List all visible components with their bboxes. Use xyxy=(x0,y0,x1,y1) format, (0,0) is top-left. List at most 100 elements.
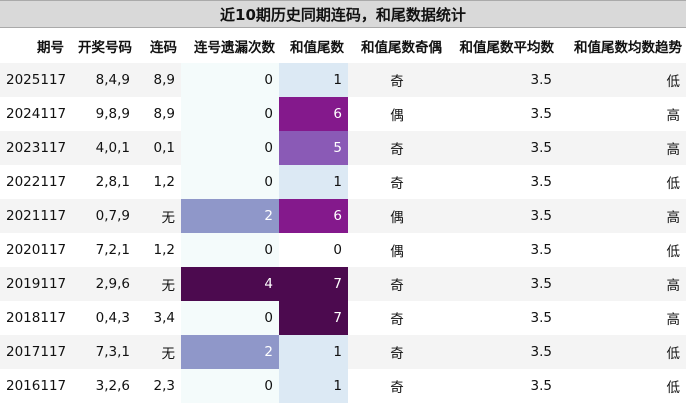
cell-consecutive: 8,9 xyxy=(136,63,181,97)
cell-consecutive: 无 xyxy=(136,335,181,369)
cell-trend: 低 xyxy=(558,369,686,403)
cell-miss: 2 xyxy=(181,335,279,369)
table-row: 2017117 7,3,1 无 2 1 奇 3.5 低 xyxy=(0,335,686,369)
cell-tail: 1 xyxy=(279,165,348,199)
cell-numbers: 0,4,3 xyxy=(68,301,136,335)
cell-trend: 低 xyxy=(558,335,686,369)
cell-parity: 奇 xyxy=(348,63,446,97)
header-trend: 和值尾数均数趋势 xyxy=(558,28,686,63)
cell-numbers: 9,8,9 xyxy=(68,97,136,131)
cell-trend: 高 xyxy=(558,199,686,233)
cell-avg: 3.5 xyxy=(446,233,558,267)
cell-tail: 1 xyxy=(279,63,348,97)
cell-tail: 1 xyxy=(279,335,348,369)
header-parity: 和值尾数奇偶 xyxy=(348,28,446,63)
cell-period: 2022117 xyxy=(0,165,68,199)
cell-numbers: 8,4,9 xyxy=(68,63,136,97)
header-consecutive: 连码 xyxy=(136,28,181,63)
cell-period: 2020117 xyxy=(0,233,68,267)
cell-consecutive: 1,2 xyxy=(136,165,181,199)
table-row: 2022117 2,8,1 1,2 0 1 奇 3.5 低 xyxy=(0,165,686,199)
cell-parity: 偶 xyxy=(348,97,446,131)
stats-table: 期号 开奖号码 连码 连号遗漏次数 和值尾数 和值尾数奇偶 和值尾数平均数 和值… xyxy=(0,28,686,403)
header-row: 期号 开奖号码 连码 连号遗漏次数 和值尾数 和值尾数奇偶 和值尾数平均数 和值… xyxy=(0,28,686,63)
cell-period: 2019117 xyxy=(0,267,68,301)
table-title: 近10期历史同期连码，和尾数据统计 xyxy=(0,0,686,28)
cell-consecutive: 8,9 xyxy=(136,97,181,131)
table-row: 2025117 8,4,9 8,9 0 1 奇 3.5 低 xyxy=(0,63,686,97)
cell-parity: 奇 xyxy=(348,369,446,403)
cell-avg: 3.5 xyxy=(446,335,558,369)
cell-avg: 3.5 xyxy=(446,97,558,131)
table-row: 2019117 2,9,6 无 4 7 奇 3.5 高 xyxy=(0,267,686,301)
cell-tail: 0 xyxy=(279,233,348,267)
cell-trend: 高 xyxy=(558,97,686,131)
cell-consecutive: 无 xyxy=(136,267,181,301)
cell-tail: 6 xyxy=(279,199,348,233)
cell-trend: 高 xyxy=(558,301,686,335)
header-tail: 和值尾数 xyxy=(279,28,348,63)
cell-parity: 奇 xyxy=(348,131,446,165)
cell-parity: 奇 xyxy=(348,165,446,199)
cell-tail: 7 xyxy=(279,301,348,335)
cell-numbers: 4,0,1 xyxy=(68,131,136,165)
cell-trend: 高 xyxy=(558,267,686,301)
cell-parity: 奇 xyxy=(348,267,446,301)
table-row: 2018117 0,4,3 3,4 0 7 奇 3.5 高 xyxy=(0,301,686,335)
cell-trend: 低 xyxy=(558,165,686,199)
cell-miss: 0 xyxy=(181,369,279,403)
header-period: 期号 xyxy=(0,28,68,63)
cell-trend: 低 xyxy=(558,63,686,97)
cell-parity: 奇 xyxy=(348,335,446,369)
cell-tail: 1 xyxy=(279,369,348,403)
cell-miss: 4 xyxy=(181,267,279,301)
cell-period: 2021117 xyxy=(0,199,68,233)
cell-period: 2017117 xyxy=(0,335,68,369)
table-row: 2021117 0,7,9 无 2 6 偶 3.5 高 xyxy=(0,199,686,233)
cell-numbers: 7,2,1 xyxy=(68,233,136,267)
cell-miss: 2 xyxy=(181,199,279,233)
cell-tail: 5 xyxy=(279,131,348,165)
cell-numbers: 2,9,6 xyxy=(68,267,136,301)
cell-avg: 3.5 xyxy=(446,131,558,165)
cell-avg: 3.5 xyxy=(446,301,558,335)
cell-trend: 低 xyxy=(558,233,686,267)
cell-period: 2018117 xyxy=(0,301,68,335)
cell-parity: 偶 xyxy=(348,233,446,267)
cell-consecutive: 2,3 xyxy=(136,369,181,403)
table-row: 2016117 3,2,6 2,3 0 1 奇 3.5 低 xyxy=(0,369,686,403)
header-numbers: 开奖号码 xyxy=(68,28,136,63)
cell-period: 2025117 xyxy=(0,63,68,97)
header-miss: 连号遗漏次数 xyxy=(181,28,279,63)
cell-period: 2016117 xyxy=(0,369,68,403)
cell-numbers: 3,2,6 xyxy=(68,369,136,403)
cell-numbers: 7,3,1 xyxy=(68,335,136,369)
cell-period: 2023117 xyxy=(0,131,68,165)
table-row: 2023117 4,0,1 0,1 0 5 奇 3.5 高 xyxy=(0,131,686,165)
cell-consecutive: 1,2 xyxy=(136,233,181,267)
cell-parity: 奇 xyxy=(348,301,446,335)
cell-consecutive: 3,4 xyxy=(136,301,181,335)
cell-tail: 7 xyxy=(279,267,348,301)
cell-trend: 高 xyxy=(558,131,686,165)
cell-miss: 0 xyxy=(181,97,279,131)
cell-avg: 3.5 xyxy=(446,63,558,97)
cell-parity: 偶 xyxy=(348,199,446,233)
header-avg: 和值尾数平均数 xyxy=(446,28,558,63)
cell-period: 2024117 xyxy=(0,97,68,131)
cell-miss: 0 xyxy=(181,301,279,335)
table-row: 2020117 7,2,1 1,2 0 0 偶 3.5 低 xyxy=(0,233,686,267)
cell-miss: 0 xyxy=(181,63,279,97)
table-row: 2024117 9,8,9 8,9 0 6 偶 3.5 高 xyxy=(0,97,686,131)
cell-consecutive: 无 xyxy=(136,199,181,233)
cell-avg: 3.5 xyxy=(446,199,558,233)
cell-avg: 3.5 xyxy=(446,165,558,199)
cell-consecutive: 0,1 xyxy=(136,131,181,165)
cell-miss: 0 xyxy=(181,165,279,199)
cell-tail: 6 xyxy=(279,97,348,131)
cell-numbers: 2,8,1 xyxy=(68,165,136,199)
cell-avg: 3.5 xyxy=(446,369,558,403)
cell-numbers: 0,7,9 xyxy=(68,199,136,233)
cell-miss: 0 xyxy=(181,131,279,165)
cell-miss: 0 xyxy=(181,233,279,267)
